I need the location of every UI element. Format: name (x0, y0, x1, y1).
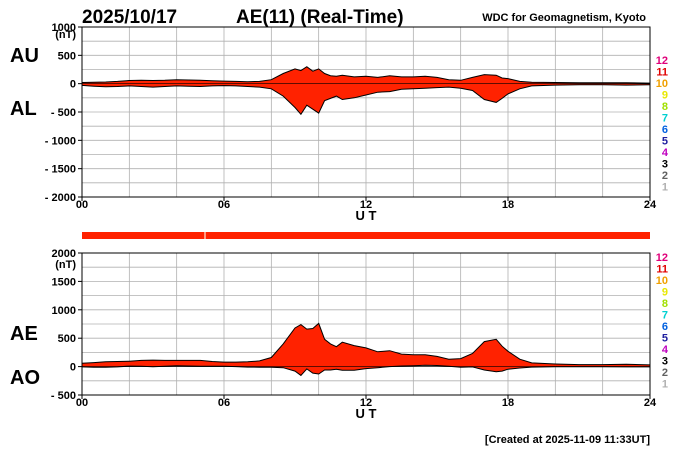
x-tick-label: 00 (76, 199, 88, 211)
station-legend-label: 3 (662, 159, 668, 171)
y-tick-label: - 1000 (45, 135, 76, 147)
created-timestamp: [Created at 2025-11-09 11:33UT] (485, 434, 650, 446)
station-legend-label: 5 (662, 333, 668, 345)
y-tick-label: 2000 (52, 248, 76, 260)
station-legend-label: 9 (662, 90, 668, 102)
station-legend-label: 6 (662, 321, 668, 333)
x-tick-label: 12 (360, 199, 372, 211)
series-line-ao (81, 364, 650, 377)
y-tick-label: - 500 (51, 390, 76, 402)
x-axis-label: U T (356, 406, 377, 421)
unit-label: (nT) (55, 29, 76, 41)
station-legend-label: 4 (662, 147, 669, 159)
station-legend-label: 1 (662, 379, 668, 391)
station-legend-label: 7 (662, 310, 668, 322)
y-tick-label: 0 (70, 362, 76, 374)
station-legend-label: 4 (662, 344, 669, 356)
station-legend-label: 2 (662, 170, 668, 182)
station-legend-label: 10 (656, 78, 668, 90)
station-legend-label: 8 (662, 101, 668, 113)
series-line-ae (81, 322, 651, 366)
data-coverage-gap (204, 232, 206, 239)
y-tick-label: 500 (58, 333, 76, 345)
x-tick-label: 18 (502, 397, 514, 409)
station-legend-label: 10 (656, 275, 668, 287)
side-label-al: AL (10, 98, 37, 120)
station-legend-label: 3 (662, 356, 668, 368)
x-tick-label: 24 (644, 397, 657, 409)
station-legend-label: 1 (662, 182, 668, 194)
series-line-al (81, 84, 651, 116)
data-source: WDC for Geomagnetism, Kyoto (482, 12, 646, 24)
y-tick-label: 0 (70, 79, 76, 91)
station-legend-label: 11 (656, 67, 668, 79)
station-legend-label: 7 (662, 113, 668, 125)
side-label-ae: AE (10, 323, 38, 345)
plot-title: AE(11) (Real-Time) (236, 7, 404, 28)
station-legend-label: 8 (662, 298, 668, 310)
y-tick-label: 1000 (52, 22, 76, 34)
plot-date: 2025/10/17 (82, 7, 177, 28)
side-label-ao: AO (10, 367, 40, 389)
data-coverage-bar (82, 232, 650, 239)
station-legend-label: 12 (656, 252, 668, 264)
series-line-au (81, 66, 651, 84)
y-tick-label: 500 (58, 50, 76, 62)
y-tick-label: - 500 (51, 107, 76, 119)
x-tick-label: 18 (502, 199, 514, 211)
x-tick-label: 12 (360, 397, 372, 409)
station-legend-label: 5 (662, 136, 668, 148)
unit-label: (nT) (55, 259, 76, 271)
x-tick-label: 00 (76, 397, 88, 409)
x-tick-label: 24 (644, 199, 657, 211)
x-tick-label: 06 (218, 397, 230, 409)
y-tick-label: 1500 (52, 276, 76, 288)
x-axis-label: U T (356, 208, 377, 223)
y-tick-label: - 2000 (45, 192, 76, 204)
side-label-au: AU (10, 45, 39, 67)
y-tick-label: 1000 (52, 305, 76, 317)
station-legend-label: 11 (656, 264, 668, 276)
station-legend-label: 12 (656, 55, 668, 67)
station-legend-label: 6 (662, 124, 668, 136)
station-legend-label: 2 (662, 367, 668, 379)
x-tick-label: 06 (218, 199, 230, 211)
station-legend-label: 9 (662, 287, 668, 299)
y-tick-label: - 1500 (45, 164, 76, 176)
